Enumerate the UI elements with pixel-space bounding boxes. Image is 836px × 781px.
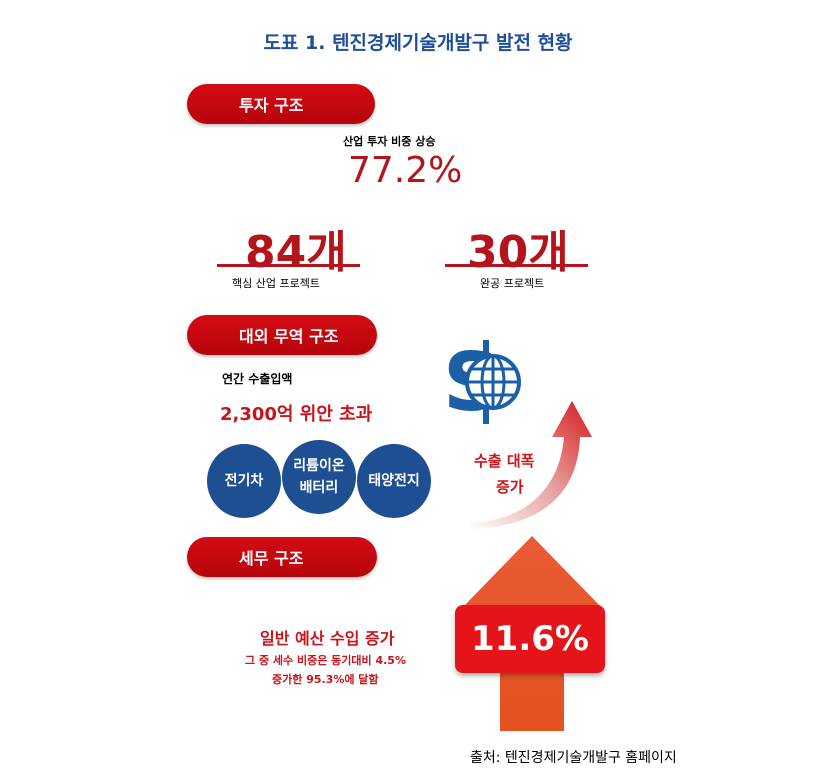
tax-growth-value: 11.6% (455, 605, 605, 673)
section-header-tax: 세무 구조 (187, 537, 377, 577)
investment-share-label: 산업 투자 비중 상승 (343, 135, 436, 148)
section-header-investment: 투자 구조 (187, 84, 375, 124)
growth-curve-arrow (470, 401, 592, 529)
dollar-globe-icon: S (447, 338, 521, 428)
core-project-count: 84개 (245, 227, 347, 278)
source-note: 출처: 텐진경제기술개발구 홈페이지 (470, 750, 677, 766)
annual-trade-label: 연간 수출입액 (222, 372, 293, 386)
core-project-label: 핵심 산업 프로젝트 (232, 277, 320, 290)
product-circle-battery: 리튬이온 배터리 (282, 440, 356, 514)
core-project-underline (217, 264, 360, 267)
completed-project-underline (445, 264, 588, 267)
completed-project-label: 완공 프로젝트 (480, 277, 545, 290)
product-circle-solar: 태양전지 (357, 444, 431, 518)
tax-line1: 일반 예산 수입 증가 (260, 629, 395, 648)
page-title: 도표 1. 텐진경제기술개발구 발전 현황 (263, 32, 573, 54)
investment-share-value: 77.2% (348, 150, 463, 191)
annual-trade-value: 2,300억 위안 초과 (220, 404, 373, 425)
tax-line3: 증가한 95.3%에 달함 (272, 673, 379, 686)
completed-project-count: 30개 (467, 227, 569, 278)
section-header-trade: 대외 무역 구조 (187, 315, 377, 355)
tax-line2: 그 중 세수 비중은 동기대비 4.5% (245, 654, 406, 667)
export-increase-line2: 증가 (496, 478, 524, 496)
export-increase-line1: 수출 대폭 (474, 452, 535, 470)
product-circle-ev: 전기차 (207, 444, 281, 518)
